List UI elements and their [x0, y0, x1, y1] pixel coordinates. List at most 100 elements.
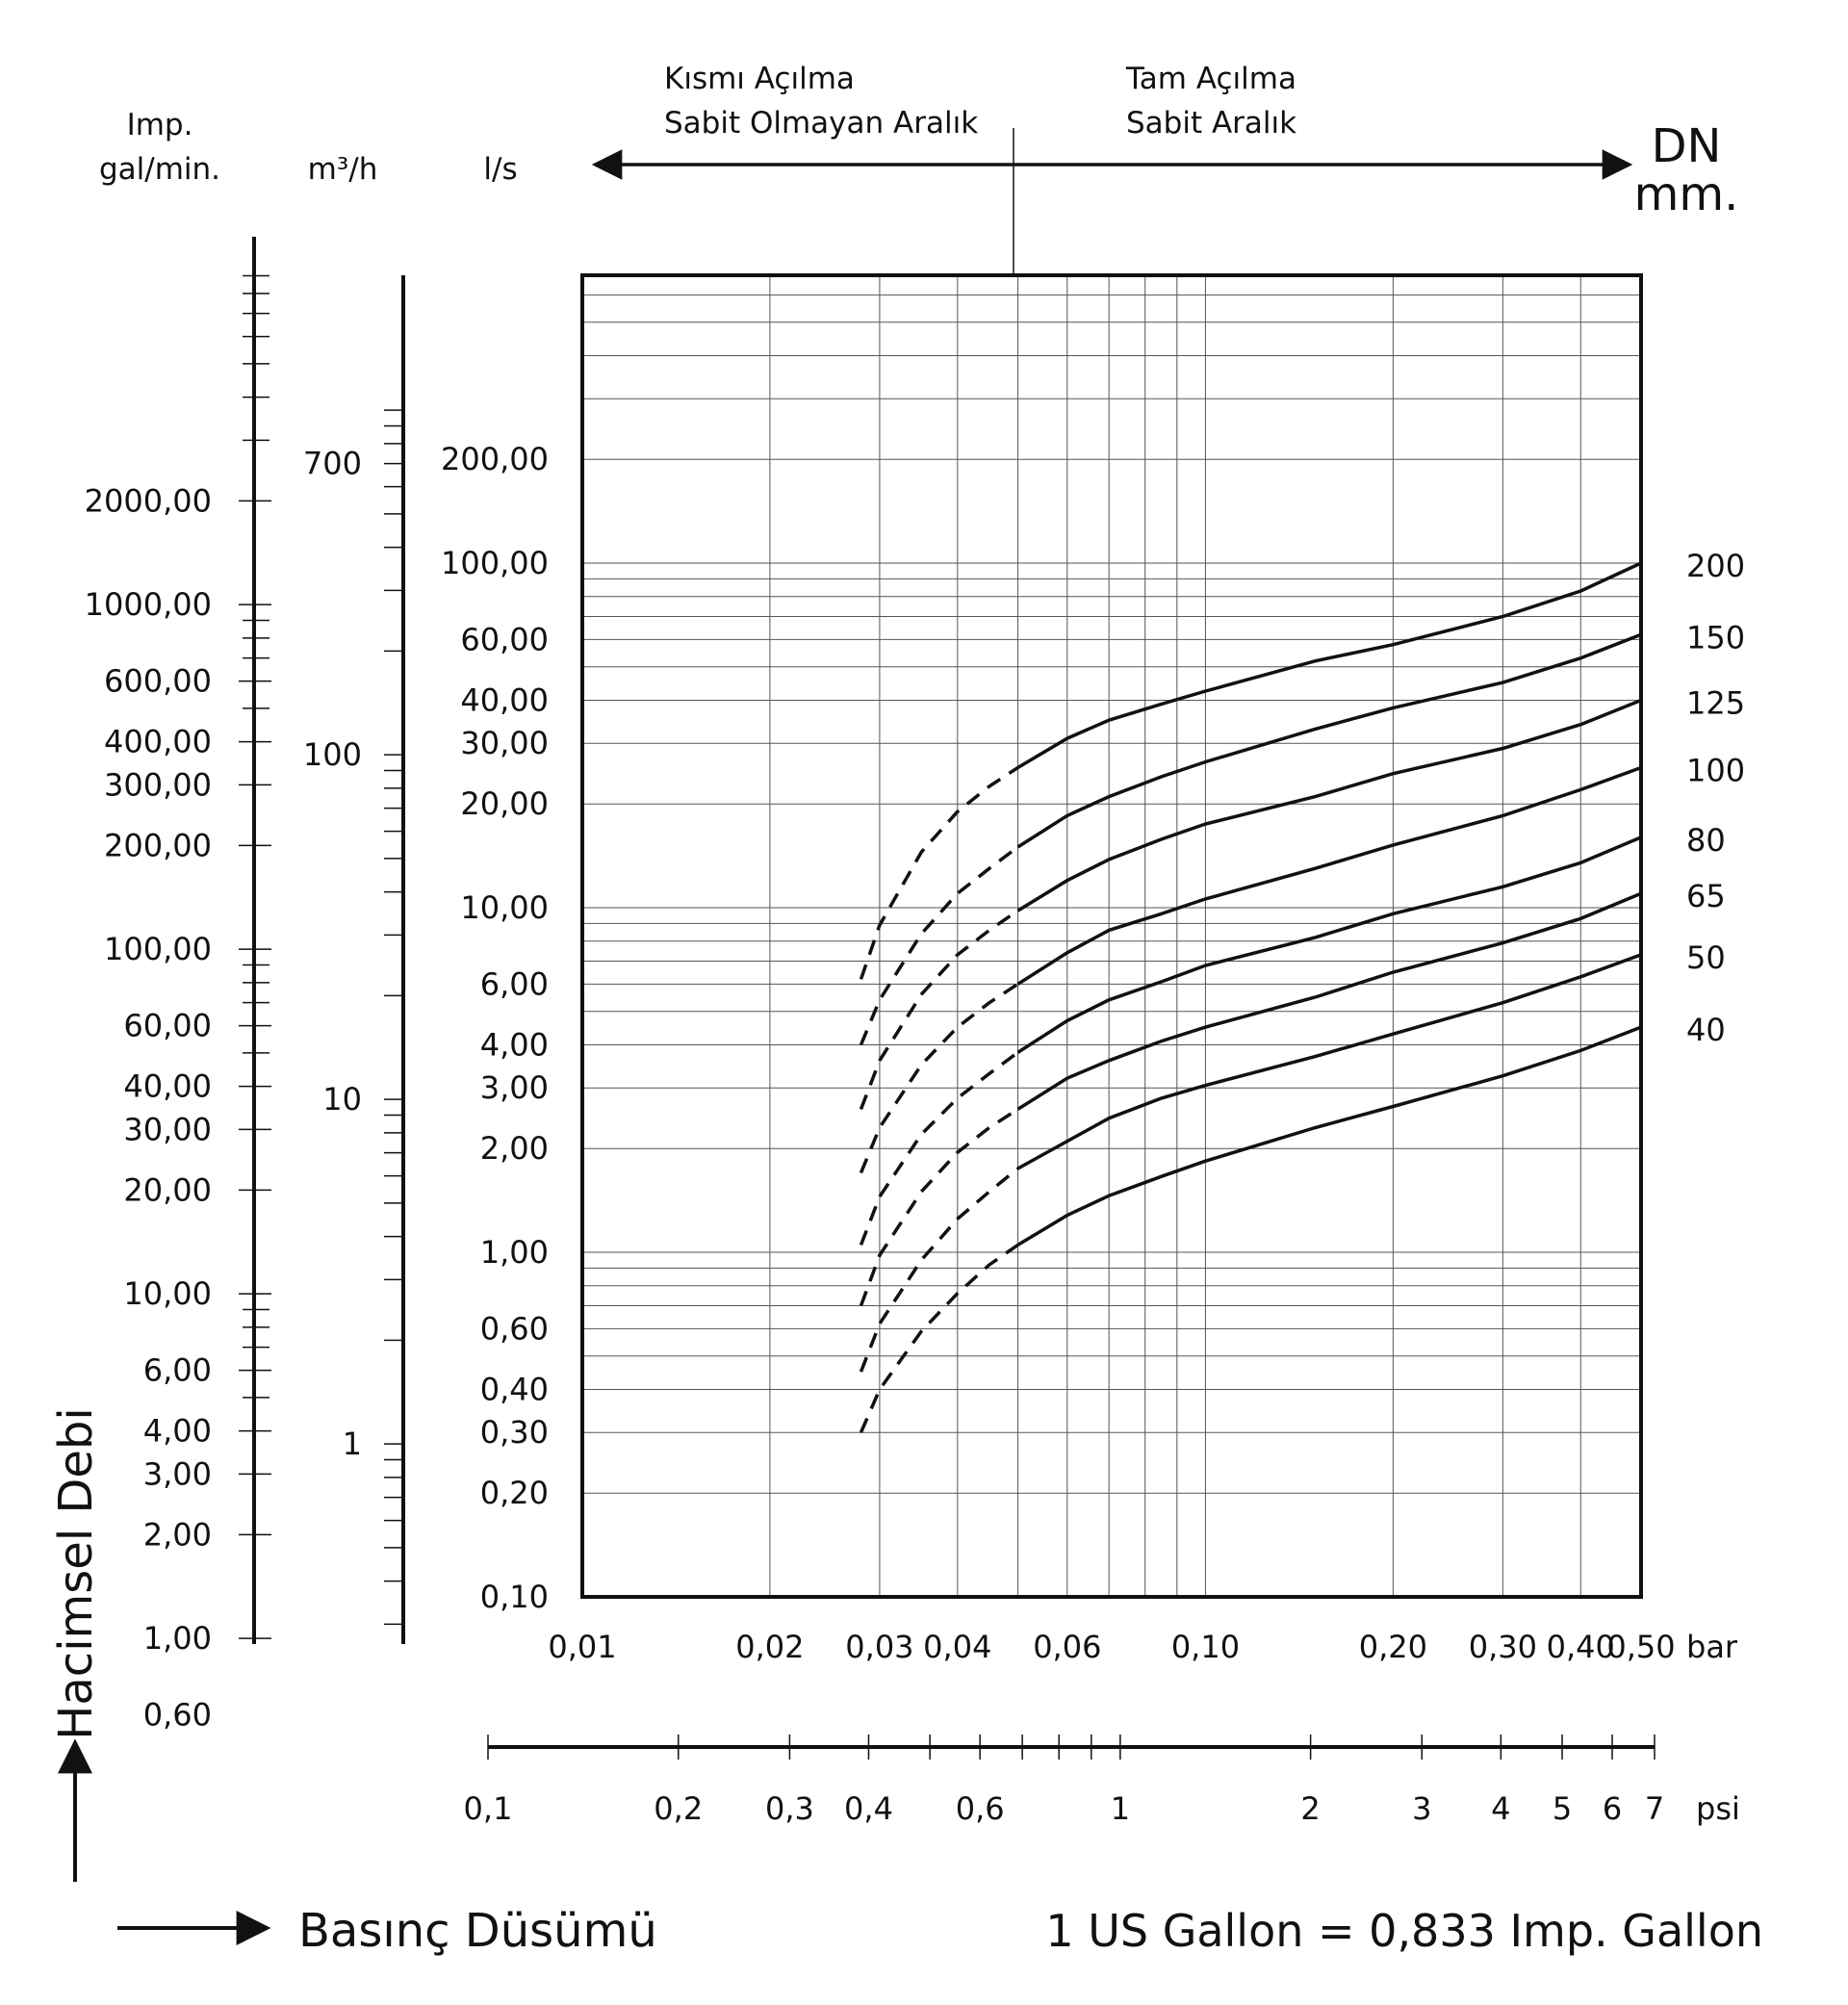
full-opening-sublabel: Sabit Aralık [1126, 106, 1296, 141]
imp-gal-tick-label: 4,00 [143, 1413, 212, 1450]
dn-label-40: 40 [1686, 1012, 1726, 1048]
imp-gal-tick-label: 30,00 [123, 1111, 212, 1147]
grid [582, 275, 1641, 1597]
m3h-tick-label: 10 [322, 1081, 362, 1118]
imp-gal-tick-label: 1,00 [143, 1620, 212, 1657]
psi-tick-label: 0,4 [844, 1790, 893, 1827]
bar-tick-label: 0,30 [1469, 1629, 1537, 1665]
psi-tick-label: 7 [1645, 1790, 1664, 1827]
curve-dn-150-dashed [859, 845, 1019, 1046]
curve-dn-65-dashed [859, 1107, 1019, 1307]
ls-tick-label: 0,30 [480, 1414, 549, 1451]
dn-header: DN [1652, 119, 1722, 173]
bar-tick-label: 0,02 [735, 1629, 804, 1665]
ls-tick-label: 40,00 [460, 681, 549, 718]
x-axis-title: Basınç Düsümü [298, 1904, 657, 1958]
imp-gal-tick-label: 40,00 [123, 1068, 212, 1105]
conversion-note: 1 US Gallon = 0,833 Imp. Gallon [1045, 1905, 1763, 1957]
imp-gal-tick-label: 6,00 [143, 1352, 212, 1389]
curve-dn-150 [1016, 632, 1642, 849]
ls-tick-label: 2,00 [480, 1130, 549, 1167]
partial-opening-label: Kısmı Açılma [664, 62, 855, 96]
ls-tick-label: 1,00 [480, 1234, 549, 1271]
bar-tick-label: 0,40 [1547, 1629, 1615, 1665]
curves: 200 150 125 100 80 65 50 40 [859, 548, 1745, 1433]
axis-ticks: 0,01 0,02 0,03 0,04 0,06 0,10 0,20 0,30 0,400,50… [85, 274, 1676, 1827]
partial-opening-sublabel: Sabit Olmayan Aralık [664, 106, 978, 141]
curve-dn-100 [1016, 765, 1642, 986]
ls-tick-label: 0,40 [480, 1371, 549, 1407]
ls-tick-label: 60,00 [460, 621, 549, 657]
psi-tick-label: 3 [1412, 1790, 1431, 1827]
plot-frame [580, 273, 1643, 1599]
imp-gal-tick-label: 200,00 [104, 827, 212, 863]
ls-tick-label: 4,00 [480, 1026, 549, 1063]
imp-gal-tick-label: 3,00 [143, 1455, 212, 1492]
psi-unit-label: psi [1696, 1790, 1740, 1827]
curve-dn-125-dashed [859, 909, 1019, 1111]
ls-tick-label: 200,00 [441, 441, 549, 477]
m3h-tick-label: 700 [303, 446, 362, 482]
m3h-tick-label: 1 [343, 1426, 362, 1462]
psi-tick-label: 2 [1300, 1790, 1320, 1827]
curve-dn-100-dashed [859, 982, 1019, 1174]
imp-gal-tick-label: 60,00 [123, 1008, 212, 1044]
imp-gal-tick-label: 300,00 [104, 766, 212, 803]
m3h-header: m³/h [308, 152, 378, 187]
psi-tick-label: 0,2 [654, 1790, 703, 1827]
psi-tick-label: 0,1 [464, 1790, 513, 1827]
dn-label-125: 125 [1686, 684, 1745, 721]
imp-gal-tick-label: 20,00 [123, 1171, 212, 1208]
curve-dn-50-dashed [859, 1167, 1019, 1373]
curve-dn-125 [1016, 698, 1642, 913]
imp-gal-unit: gal/min. [99, 152, 220, 187]
imp-gal-header: Imp. [127, 108, 193, 142]
bar-tick-label: 0,10 [1171, 1629, 1240, 1665]
full-opening-label: Tam Açılma [1125, 62, 1296, 96]
curve-dn-200 [1016, 561, 1642, 770]
imp-gal-tick-label: 100,00 [104, 931, 212, 967]
ls-tick-label: 0,20 [480, 1475, 549, 1511]
m3h-tick-label: 100 [303, 736, 362, 773]
psi-tick-label: 4 [1491, 1790, 1510, 1827]
bar-unit-label: bar [1686, 1629, 1738, 1665]
dn-label-50: 50 [1686, 939, 1726, 976]
ls-tick-label: 10,00 [460, 889, 549, 926]
dn-label-65: 65 [1686, 878, 1726, 914]
y-axis-title: Hacimsel Debi [49, 1407, 103, 1739]
bar-tick-label: 0,06 [1033, 1629, 1101, 1665]
imp-gal-tick-label: 2,00 [143, 1516, 212, 1553]
ls-tick-label: 0,60 [480, 1310, 549, 1347]
curve-dn-65 [1016, 891, 1642, 1111]
ls-tick-label: 0,10 [480, 1579, 549, 1615]
dn-label-100: 100 [1686, 752, 1745, 788]
imp-gal-tick-label: 1000,00 [85, 586, 212, 623]
psi-tick-label: 0,6 [956, 1790, 1005, 1827]
curve-dn-40-dashed [859, 1243, 1019, 1433]
bar-tick-label: 0,50 [1606, 1629, 1675, 1665]
imp-gal-tick-label: 2000,00 [85, 482, 212, 519]
ls-tick-label: 6,00 [480, 965, 549, 1002]
curve-dn-200-dashed [859, 766, 1019, 980]
ls-tick-label: 100,00 [441, 545, 549, 581]
imp-gal-tick-label: 10,00 [123, 1275, 212, 1312]
ls-tick-label: 20,00 [460, 785, 549, 822]
imp-gal-tick-label: 600,00 [104, 663, 212, 700]
bar-tick-label: 0,03 [845, 1629, 913, 1665]
bar-tick-label: 0,04 [923, 1629, 991, 1665]
dn-label-80: 80 [1686, 822, 1726, 859]
imp-gal-tick-label: 400,00 [104, 724, 212, 760]
curve-dn-80 [1016, 835, 1642, 1054]
psi-tick-label: 6 [1603, 1790, 1622, 1827]
curve-dn-50 [1016, 953, 1642, 1170]
psi-tick-label: 1 [1111, 1790, 1130, 1827]
psi-tick-label: 5 [1553, 1790, 1572, 1827]
bar-tick-label: 0,20 [1359, 1629, 1427, 1665]
psi-tick-label: 0,3 [765, 1790, 814, 1827]
imp-gal-tick-label: 0,60 [143, 1697, 212, 1734]
bar-tick-label: 0,01 [548, 1629, 616, 1665]
dn-unit: mm. [1634, 167, 1739, 221]
curve-dn-40 [1016, 1025, 1642, 1247]
